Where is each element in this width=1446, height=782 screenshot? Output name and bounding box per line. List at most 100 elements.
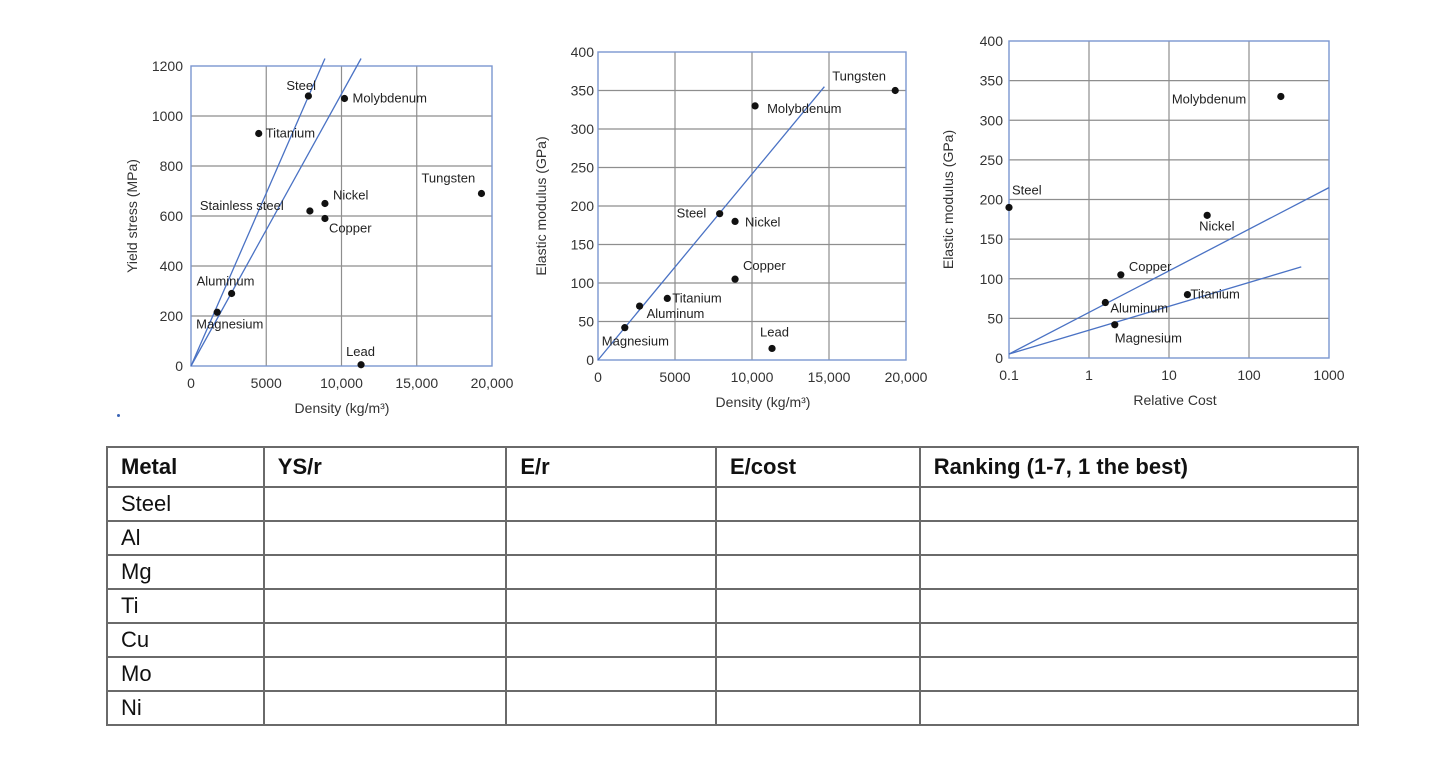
- data-point: [306, 207, 314, 215]
- table-row: Mo: [106, 656, 1360, 692]
- point-label: Nickel: [1199, 218, 1235, 233]
- point-label: Molybdenum: [767, 101, 841, 116]
- y-axis-label: Elastic modulus (GPa): [533, 136, 549, 275]
- chart-3: 0.1 1 10 100 1000 0 50 100 150 200 250 300 350 400 Rel…: [940, 33, 1345, 408]
- data-point: [1277, 92, 1285, 101]
- data-point: [751, 102, 759, 110]
- ys-r-cell[interactable]: [262, 554, 508, 590]
- e-r-cell[interactable]: [505, 520, 717, 556]
- ranking-cell[interactable]: [918, 622, 1360, 658]
- point-label: Copper: [329, 221, 372, 236]
- y-tick-label: 300: [980, 112, 1004, 128]
- e-r-cell[interactable]: [505, 622, 717, 658]
- plot-frame: [190, 65, 493, 367]
- worksheet-table: Metal YS/r E/r E/cost Ranking (1-7, 1 th…: [106, 446, 1360, 726]
- e-r-cell[interactable]: [505, 486, 717, 522]
- ys-r-cell[interactable]: [262, 690, 508, 726]
- point-label: Titanium: [1190, 287, 1239, 302]
- e-cost-cell[interactable]: [715, 520, 921, 556]
- data-point: [731, 217, 739, 225]
- point-label: Molybdenum: [1172, 91, 1246, 106]
- e-cost-cell[interactable]: [715, 588, 921, 624]
- y-tick-label: 250: [980, 152, 1004, 168]
- data-point: [663, 294, 671, 302]
- data-point: [213, 308, 221, 316]
- ys-r-cell[interactable]: [262, 622, 508, 658]
- ys-r-cell[interactable]: [262, 656, 508, 692]
- x-tick-label: 100: [1237, 367, 1261, 383]
- y-tick-label: 250: [571, 160, 595, 176]
- header-e-r: E/r: [505, 446, 717, 488]
- e-cost-cell[interactable]: [715, 622, 921, 658]
- ys-r-cell[interactable]: [262, 486, 508, 522]
- x-axis-label: Density (kg/m³): [295, 400, 390, 416]
- data-point: [1111, 321, 1119, 329]
- y-tick-label: 0: [995, 350, 1003, 366]
- point-label: Magnesium: [1115, 331, 1182, 346]
- ranking-cell[interactable]: [918, 690, 1360, 726]
- y-tick-label: 400: [160, 258, 184, 274]
- e-r-cell[interactable]: [505, 588, 717, 624]
- ranking-cell[interactable]: [918, 588, 1360, 624]
- y-tick-label: 0: [175, 358, 183, 374]
- point-label: Aluminum: [1110, 301, 1168, 316]
- data-point: [1203, 211, 1211, 219]
- data-point: [357, 361, 365, 369]
- data-point: [340, 94, 349, 103]
- e-r-cell[interactable]: [505, 554, 717, 590]
- trend-line: [597, 86, 825, 361]
- point-label: Lead: [760, 324, 789, 339]
- x-axis-label: Relative Cost: [1133, 392, 1216, 408]
- x-axis-label: Density (kg/m³): [716, 394, 811, 410]
- ys-r-cell[interactable]: [262, 588, 508, 624]
- e-cost-cell[interactable]: [715, 554, 921, 590]
- y-tick-label: 50: [987, 310, 1003, 326]
- e-cost-cell[interactable]: [715, 690, 921, 726]
- metal-cell: Steel: [106, 486, 265, 522]
- point-label: Aluminum: [647, 306, 705, 321]
- y-tick-label: 1200: [152, 58, 183, 74]
- x-tick-label: 15,000: [395, 375, 438, 391]
- x-tick-label: 0: [187, 375, 195, 391]
- point-label: Nickel: [333, 188, 369, 203]
- y-tick-label: 200: [980, 192, 1004, 208]
- x-tick-label: 1000: [1313, 367, 1344, 383]
- x-tick-label: 15,000: [808, 369, 851, 385]
- e-r-cell[interactable]: [505, 656, 717, 692]
- data-point: [228, 289, 236, 298]
- y-tick-label: 350: [571, 83, 595, 99]
- data-point: [1183, 291, 1192, 299]
- point-label: Molybdenum: [353, 91, 427, 106]
- y-tick-label: 300: [571, 121, 595, 137]
- y-tick-label: 800: [160, 158, 184, 174]
- ranking-cell[interactable]: [918, 656, 1360, 692]
- y-axis-label: Elastic modulus (GPa): [940, 130, 956, 269]
- metal-cell: Mo: [106, 656, 265, 692]
- ranking-cell[interactable]: [918, 486, 1360, 522]
- header-ranking: Ranking (1-7, 1 the best): [918, 446, 1360, 488]
- data-point: [1005, 203, 1013, 212]
- ranking-cell[interactable]: [918, 520, 1360, 556]
- point-label: Aluminum: [197, 274, 255, 289]
- point-label: Lead: [346, 344, 375, 359]
- header-ys-r: YS/r: [262, 446, 508, 488]
- data-point: [255, 129, 263, 138]
- point-label: Copper: [1129, 259, 1172, 274]
- y-tick-label: 100: [980, 271, 1004, 287]
- y-tick-label: 600: [160, 208, 184, 224]
- data-point: [768, 344, 776, 353]
- x-tick-label: 5000: [659, 369, 690, 385]
- ranking-cell[interactable]: [918, 554, 1360, 590]
- e-cost-cell[interactable]: [715, 486, 921, 522]
- x-tick-label: 0.1: [999, 367, 1019, 383]
- x-tick-label: 20,000: [885, 369, 928, 385]
- y-tick-label: 100: [571, 275, 595, 291]
- e-cost-cell[interactable]: [715, 656, 921, 692]
- data-point: [731, 275, 739, 283]
- ys-r-cell[interactable]: [262, 520, 508, 556]
- e-r-cell[interactable]: [505, 690, 717, 726]
- data-point: [635, 302, 644, 310]
- y-tick-label: 150: [571, 237, 595, 253]
- chart-2: 0 5000 10,000 15,000 20,000 0 50 100 150 200 250 30…: [533, 44, 928, 410]
- x-tick-label: 1: [1085, 367, 1093, 383]
